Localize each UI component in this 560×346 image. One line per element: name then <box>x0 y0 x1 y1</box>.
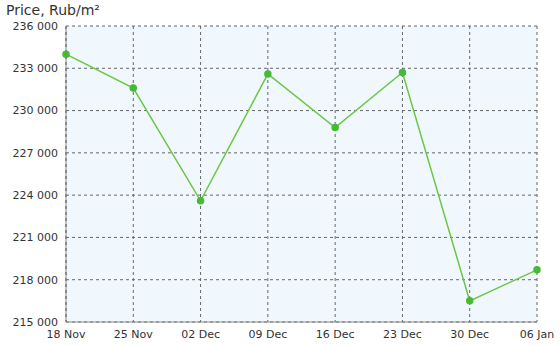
svg-text:16 Dec: 16 Dec <box>316 328 355 341</box>
svg-text:23 Dec: 23 Dec <box>383 328 422 341</box>
svg-text:25 Nov: 25 Nov <box>114 328 153 341</box>
svg-text:221 000: 221 000 <box>13 231 59 244</box>
svg-text:233 000: 233 000 <box>13 62 59 75</box>
svg-text:06 Jan: 06 Jan <box>520 328 552 341</box>
svg-text:224 000: 224 000 <box>13 189 59 202</box>
svg-text:236 000: 236 000 <box>13 20 59 33</box>
svg-text:18 Nov: 18 Nov <box>47 328 86 341</box>
svg-text:218 000: 218 000 <box>13 274 59 287</box>
svg-text:30 Dec: 30 Dec <box>450 328 489 341</box>
svg-text:215 000: 215 000 <box>13 316 59 329</box>
svg-text:02 Dec: 02 Dec <box>181 328 220 341</box>
svg-text:230 000: 230 000 <box>13 104 59 117</box>
html-text:Price, Rub/m²: Price, Rub/m² <box>6 2 100 18</box>
html-text:RLT24: RLT24 <box>135 110 465 238</box>
svg-text:227 000: 227 000 <box>13 147 59 160</box>
svg-text:09 Dec: 09 Dec <box>248 328 287 341</box>
